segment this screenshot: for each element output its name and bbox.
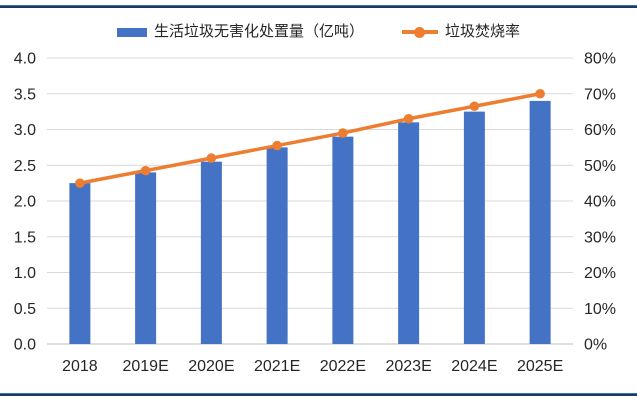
x-axis-category-label: 2024E (451, 358, 497, 375)
right-axis-tick-label: 40% (584, 194, 616, 211)
right-axis-tick-label: 70% (584, 86, 616, 103)
x-axis-category-label: 2021E (254, 358, 300, 375)
line-point-2023E (403, 113, 414, 124)
right-axis-tick-label: 60% (584, 122, 616, 139)
left-axis-tick-label: 1.0 (14, 265, 36, 282)
left-axis-tick-label: 0.5 (14, 301, 36, 318)
line-point-2022E (338, 128, 348, 138)
bar-2024E (463, 111, 485, 344)
x-axis-category-label: 2020E (188, 358, 234, 375)
x-axis-category-label: 2019E (122, 358, 168, 375)
incineration-rate-line (78, 92, 542, 185)
x-axis-category-label: 2018 (62, 358, 98, 375)
bottom-border-line (0, 393, 637, 396)
bar-series-swatch-icon (116, 27, 147, 37)
right-axis-tick-label: 10% (584, 301, 616, 318)
line-point-2018 (75, 178, 85, 188)
bar-2023E (398, 122, 420, 344)
right-axis-tick-label: 20% (584, 265, 616, 282)
left-axis-tick-label: 2.0 (14, 194, 36, 211)
left-axis-tick-label: 3.5 (14, 86, 36, 103)
right-axis-tick-label: 50% (584, 158, 616, 175)
line-point-2025E (535, 88, 545, 99)
right-axis-tick-label: 80% (584, 51, 616, 68)
legend-label-bar-series: 生活垃圾无害化处置量（亿吨） (153, 23, 364, 40)
legend-label-line-series: 垃圾焚烧率 (445, 23, 521, 40)
legend-item-bar-series: 生活垃圾无害化处置量（亿吨） (116, 21, 364, 43)
left-axis-tick-label: 4.0 (14, 51, 36, 68)
bar-2025E (529, 100, 551, 345)
right-axis-tick-label: 30% (584, 229, 616, 246)
top-border-line (0, 5, 637, 8)
x-axis-category-label: 2022E (320, 358, 366, 375)
left-axis-tick-label: 3.0 (14, 122, 36, 139)
bar-2018 (69, 183, 91, 344)
bar-2022E (332, 136, 354, 344)
chart-legend: 生活垃圾无害化处置量（亿吨） 垃圾焚烧率 (0, 21, 637, 43)
left-axis-tick-label: 2.5 (14, 158, 36, 175)
left-axis-tick-label: 1.5 (14, 229, 36, 246)
line-point-2019E (140, 165, 151, 176)
x-axis-category-label: 2023E (385, 358, 431, 375)
left-axis-tick-label: 0.0 (14, 337, 36, 354)
line-point-2020E (206, 153, 217, 163)
bar-2021E (266, 147, 288, 344)
line-point-2024E (469, 101, 480, 112)
line-series-marker-icon (402, 26, 438, 38)
x-axis-category-label: 2025E (517, 358, 563, 375)
legend-item-line-series: 垃圾焚烧率 (402, 21, 520, 43)
bar-2019E (135, 172, 157, 344)
bar-2020E (200, 161, 222, 344)
right-axis-tick-label: 0% (584, 337, 607, 354)
line-point-2021E (272, 140, 282, 151)
